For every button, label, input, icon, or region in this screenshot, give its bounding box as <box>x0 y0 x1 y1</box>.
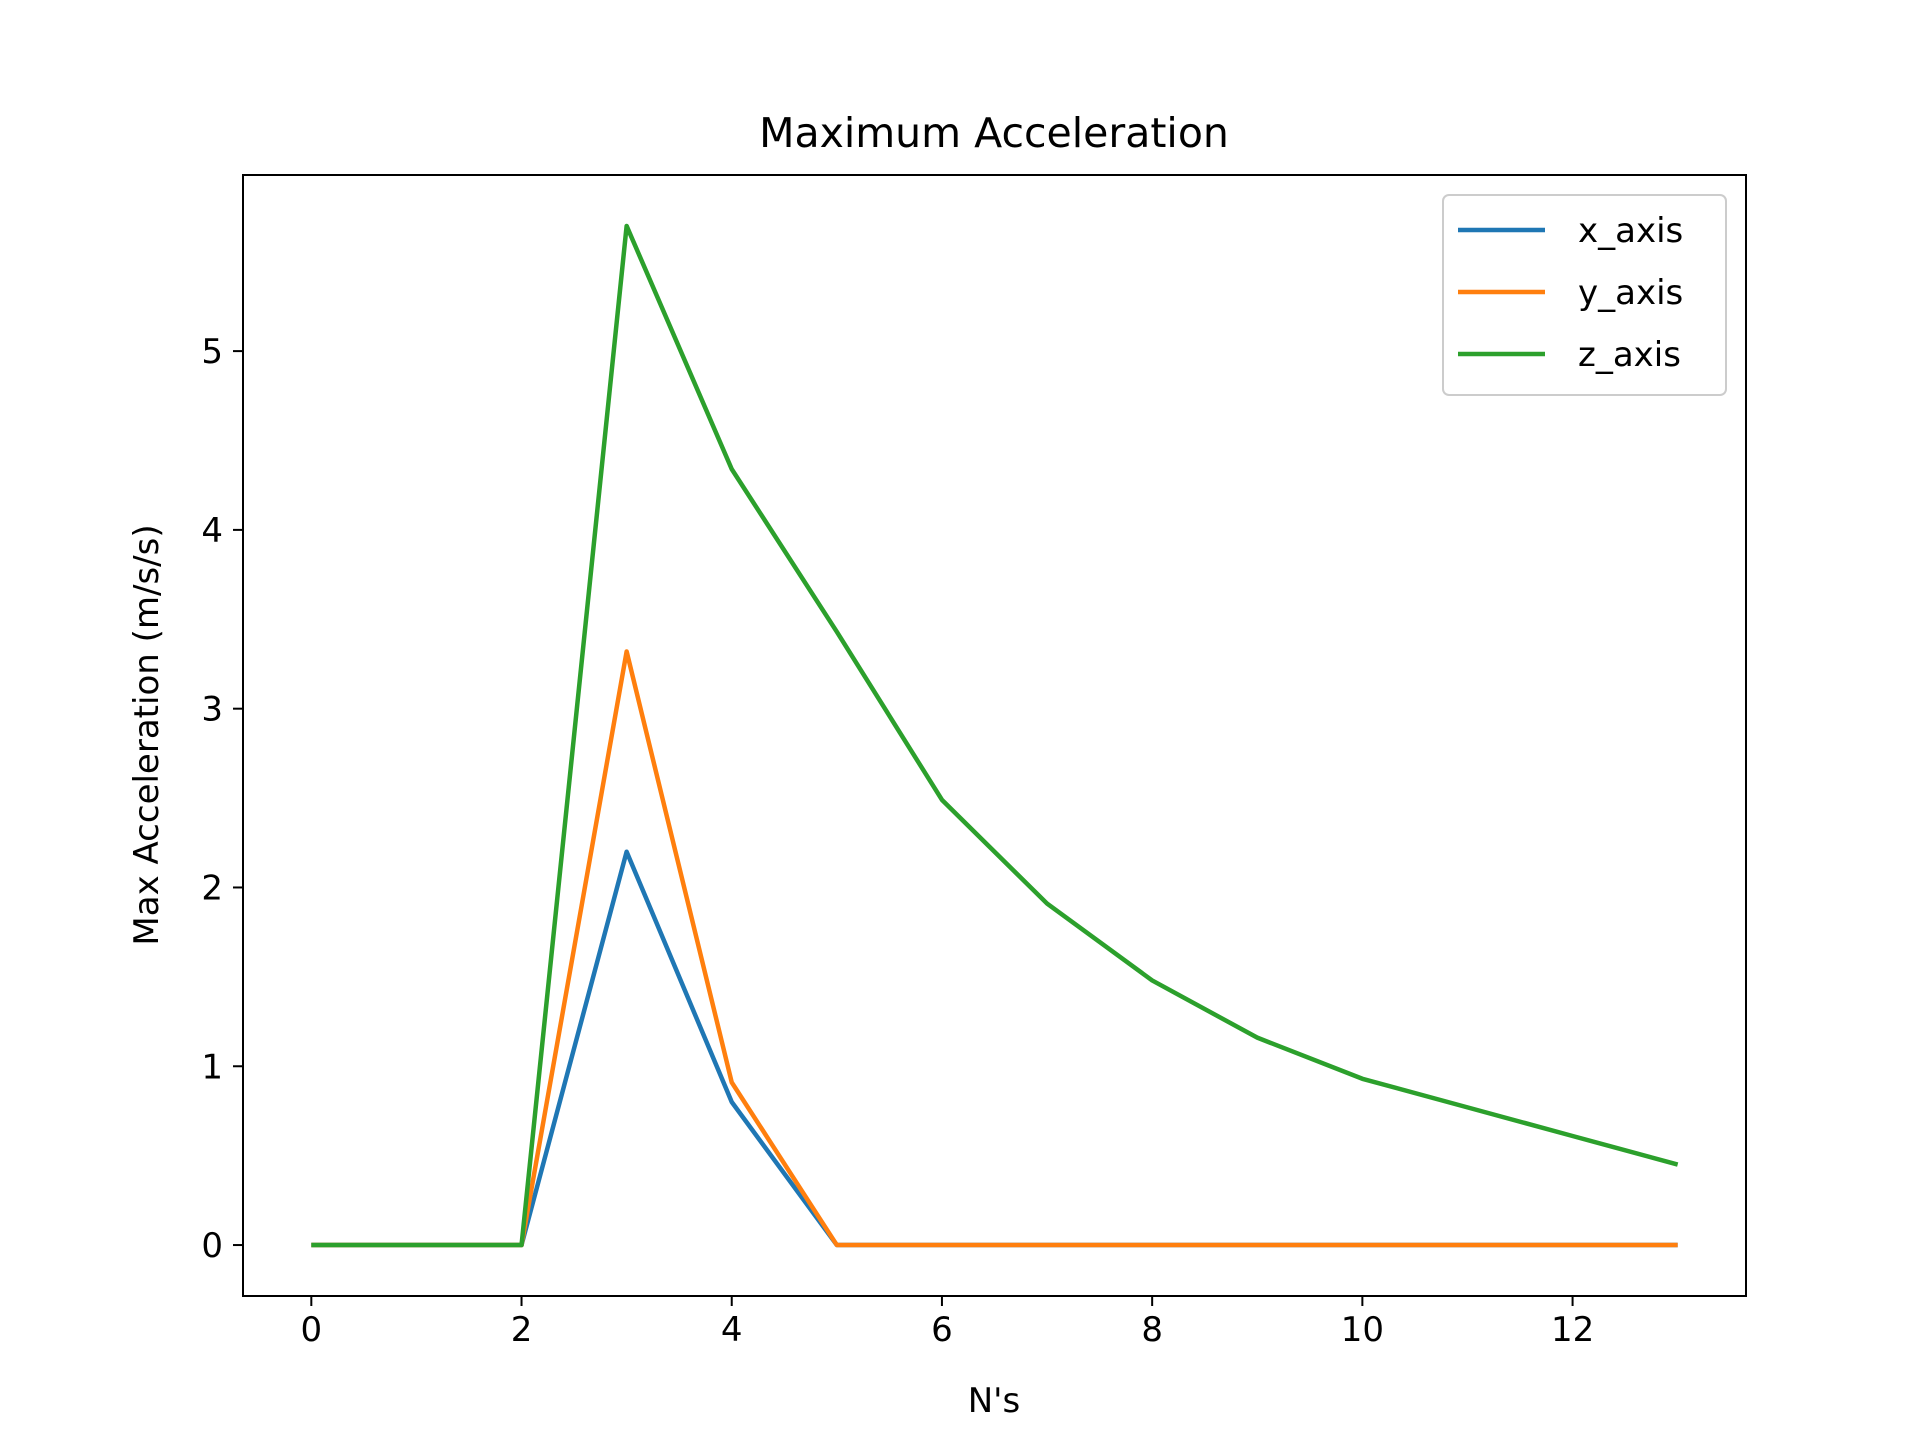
y-tick-label: 0 <box>201 1226 223 1266</box>
legend-label-z-axis: z_axis <box>1578 335 1681 375</box>
chart-title: Maximum Acceleration <box>759 109 1229 157</box>
y-tick-label: 2 <box>201 868 223 908</box>
x-tick-label: 12 <box>1551 1310 1594 1350</box>
x-axis-label: N's <box>968 1381 1021 1421</box>
y-tick-label: 4 <box>201 511 223 551</box>
axes-frame <box>242 174 1747 1297</box>
legend: x_axis y_axis z_axis <box>1442 194 1727 396</box>
x-tick-label: 4 <box>721 1310 743 1350</box>
series-line-z-axis <box>311 223 1679 1248</box>
x-axis-ticks: 0 2 4 6 8 10 12 <box>300 1296 1594 1350</box>
x-tick-label: 2 <box>511 1310 533 1350</box>
series-lines <box>311 223 1679 1248</box>
y-tick-label: 5 <box>201 332 223 372</box>
x-tick-label: 8 <box>1141 1310 1163 1350</box>
x-tick-label: 10 <box>1341 1310 1384 1350</box>
legend-box <box>1442 194 1727 396</box>
x-tick-label: 0 <box>300 1310 322 1350</box>
x-tick-label: 6 <box>931 1310 953 1350</box>
y-tick-label: 3 <box>201 690 223 730</box>
y-axis-ticks: 0 1 2 3 4 5 <box>201 332 243 1266</box>
legend-label-y-axis: y_axis <box>1578 273 1683 313</box>
y-tick-label: 1 <box>201 1047 223 1087</box>
legend-label-x-axis: x_axis <box>1578 211 1683 251</box>
series-line-y-axis <box>311 649 1678 1248</box>
y-axis-label: Max Acceleration (m/s/s) <box>127 524 167 945</box>
